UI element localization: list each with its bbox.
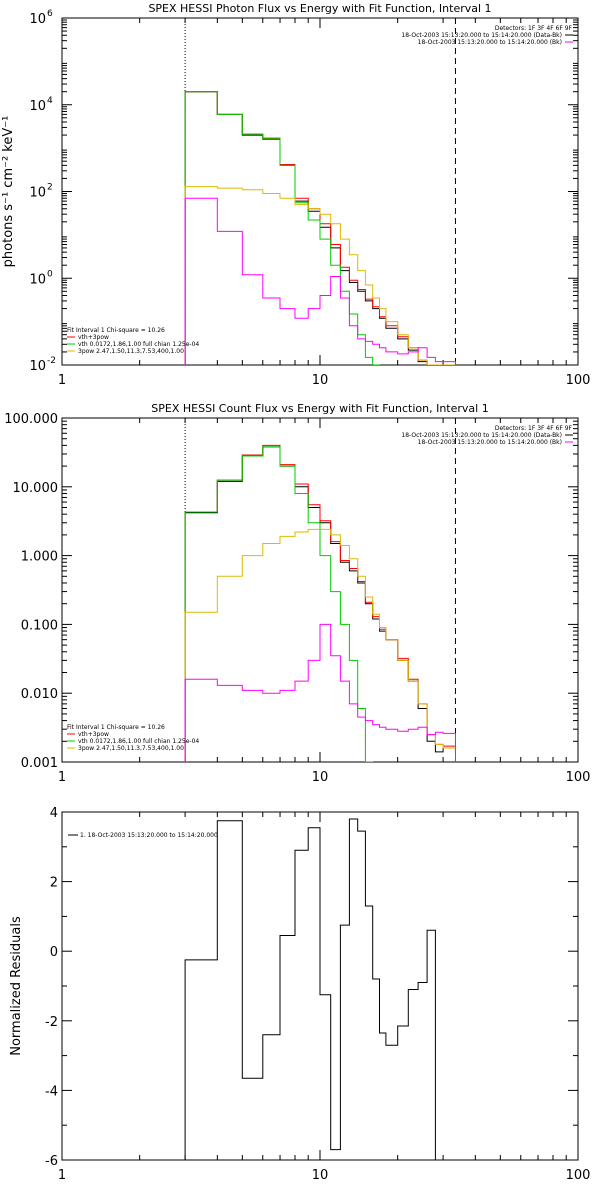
x-tick-label: 10 <box>312 770 329 785</box>
chart-panel-3: 1 10 100 -6 -4 -2 0 2 4 Normalized Residuals 1. 18… <box>9 806 590 1183</box>
series-5-line <box>184 197 456 365</box>
series-1-line <box>184 91 456 365</box>
legend-header: Fit Interval 1 Chi-square = 10.26 <box>67 724 165 731</box>
series-4-line <box>184 186 456 365</box>
chart-title: SPEX HESSI Photon Flux vs Energy with Fi… <box>148 2 491 15</box>
legend-entry: vth 0.0172,1.86,1.00 full chian 1.25e-04 <box>78 738 199 745</box>
y-tick-label: 0.100 <box>21 618 58 633</box>
x-tick-label: 100 <box>566 1168 591 1183</box>
legend-entry: 1. 18-Oct-2003 15:13:20.000 to 15:14:20.… <box>80 832 218 839</box>
series-2-line <box>184 444 456 762</box>
x-tick-label: 100 <box>566 770 591 785</box>
y-tick-label: 1.000 <box>21 550 58 565</box>
chart-panel-1: SPEX HESSI Photon Flux vs Energy with Fi… <box>1 2 590 388</box>
y-tick-label: -6 <box>45 1154 58 1169</box>
x-tick-label: 10 <box>312 1168 329 1183</box>
y-tick-label: 10 <box>29 359 46 374</box>
y-tick-exponent: 0 <box>47 269 53 279</box>
x-tick-label: 1 <box>58 770 66 785</box>
y-tick-exponent: -2 <box>47 356 56 366</box>
x-tick-label: 100 <box>566 373 591 388</box>
y-tick-label: 0.001 <box>21 756 58 771</box>
legend-entry: vth+3pow <box>78 731 109 738</box>
y-tick-label: -2 <box>45 1015 58 1030</box>
series-5-line <box>184 623 456 762</box>
series-1-line <box>184 446 456 762</box>
y-tick-label: 2 <box>50 876 58 891</box>
chart-panel-2: SPEX HESSI Count Flux vs Energy with Fit… <box>4 402 590 785</box>
legend-entry: vth 0.0172,1.86,1.00 full chian 1.25e-04 <box>78 341 199 348</box>
legend-entry: 18-Oct-2003 15:13:20.000 to 15:14:20.000… <box>401 32 562 39</box>
y-tick-label: 100.000 <box>4 412 58 427</box>
x-tick-label: 1 <box>58 1168 66 1183</box>
y-tick-label: -4 <box>45 1084 58 1099</box>
series-3-line <box>184 446 374 762</box>
y-tick-exponent: 4 <box>47 96 53 106</box>
plot-area <box>184 91 456 365</box>
y-tick-exponent: 2 <box>47 183 53 193</box>
y-axis-label: Normalized Residuals <box>9 916 24 1056</box>
legend-header: Fit Interval 1 Chi-square = 10.26 <box>67 327 165 334</box>
y-tick-label: 10 <box>29 272 46 287</box>
y-tick-label: 10.000 <box>13 481 59 496</box>
x-tick-label: 1 <box>58 373 66 388</box>
plot-frame <box>61 17 579 366</box>
series-4-line <box>184 528 456 762</box>
y-tick-exponent: 6 <box>47 9 53 19</box>
y-tick-label: 10 <box>29 99 46 114</box>
y-tick-label: 0.010 <box>21 687 58 702</box>
y-tick-label: 10 <box>29 186 46 201</box>
chart-title: SPEX HESSI Count Flux vs Energy with Fit… <box>151 402 488 415</box>
legend-entry: 18-Oct-2003 15:13:20.000 to 15:14:20.000… <box>418 39 562 46</box>
legend-header: Detectors: 1F 3F 4F 6F 9F <box>495 25 573 32</box>
legend-header: Detectors: 1F 3F 4F 6F 9F <box>495 425 573 432</box>
legend-entry: vth+3pow <box>78 334 109 341</box>
legend-entry: 3pow 2.47,1.50,11.3,7.53,400,1.00 <box>78 348 184 355</box>
x-tick-label: 10 <box>312 373 329 388</box>
y-tick-label: 10 <box>29 12 46 27</box>
plot-frame <box>61 417 579 763</box>
y-tick-label: 4 <box>50 806 58 821</box>
y-tick-label: 0 <box>50 945 58 960</box>
plot-area <box>184 444 456 762</box>
y-axis-label: photons s⁻¹ cm⁻² keV⁻¹ <box>1 116 16 268</box>
series-1-line <box>184 818 436 1160</box>
plot-area <box>184 818 436 1160</box>
legend-entry: 3pow 2.47,1.50,11.3,7.53,400,1.00 <box>78 745 184 752</box>
legend-entry: 18-Oct-2003 15:13:20.000 to 15:14:20.000… <box>401 432 562 439</box>
legend-entry: 18-Oct-2003 15:13:20.000 to 15:14:20.000… <box>418 439 562 446</box>
